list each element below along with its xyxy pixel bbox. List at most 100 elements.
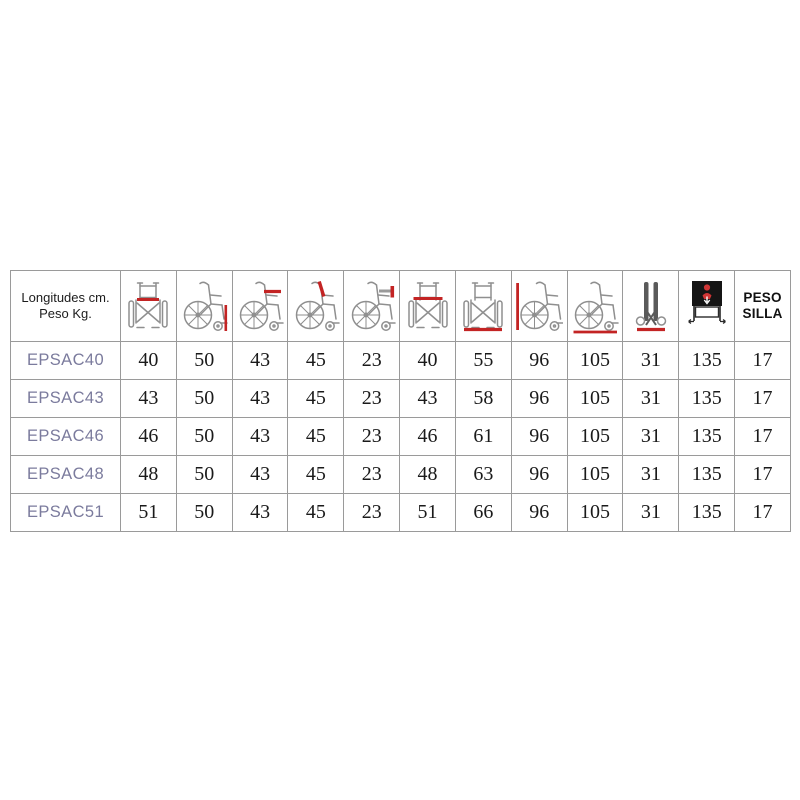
col-header-seat-height: [175, 270, 233, 342]
value-cell: 135: [678, 493, 736, 532]
table-row: EPSAC46 46 50 43 45 23 46 61 96 105 31 1…: [10, 417, 791, 456]
value-cell: 105: [566, 379, 624, 418]
col-header-armrest-length: [231, 270, 289, 342]
value-cell: 105: [566, 417, 624, 456]
value-cell: 17: [734, 455, 791, 494]
value-cell: 48: [399, 455, 456, 494]
value-cell: 40: [399, 341, 456, 380]
value-cell: 23: [343, 379, 401, 418]
value-cell: 23: [343, 341, 401, 380]
value-cell: 96: [510, 455, 568, 494]
front-total-width-icon: [463, 282, 504, 332]
col-header-max-user-weight: [678, 270, 736, 342]
value-cell: 31: [622, 379, 680, 418]
value-cell: 105: [566, 493, 624, 532]
value-cell: 43: [231, 341, 289, 380]
col-header-backrest: [287, 270, 345, 342]
value-cell: 43: [231, 417, 289, 456]
value-cell: 51: [120, 493, 177, 532]
value-cell: 23: [343, 417, 401, 456]
peso-silla-line1: PESO: [743, 289, 782, 305]
value-cell: 43: [399, 379, 456, 418]
value-cell: 50: [175, 417, 233, 456]
peso-silla-line2: SILLA: [742, 306, 783, 321]
col-header-armrest-height: [343, 270, 401, 342]
col-header-seat-width: [120, 270, 177, 342]
col-header-total-length: [566, 270, 624, 342]
value-cell: 31: [622, 417, 680, 456]
model-cell: EPSAC46: [10, 417, 121, 456]
col-header-total-height: [510, 270, 568, 342]
model-cell: EPSAC48: [10, 455, 121, 494]
value-cell: 17: [734, 379, 791, 418]
corner-line1: Longitudes cm.: [21, 289, 110, 305]
value-cell: 23: [343, 455, 401, 494]
value-cell: 45: [287, 493, 345, 532]
value-cell: 50: [175, 493, 233, 532]
value-cell: 51: [399, 493, 456, 532]
value-cell: 17: [734, 341, 791, 380]
side-armrest-height-icon: [351, 281, 396, 331]
value-cell: 17: [734, 493, 791, 532]
value-cell: 50: [175, 341, 233, 380]
value-cell: 43: [231, 379, 289, 418]
value-cell: 135: [678, 455, 736, 494]
value-cell: 105: [566, 455, 624, 494]
side-backrest-icon: [295, 281, 340, 331]
side-seat-height-icon: [183, 281, 228, 331]
value-cell: 31: [622, 493, 680, 532]
value-cell: 135: [678, 379, 736, 418]
value-cell: 43: [120, 379, 177, 418]
table-row: EPSAC48 48 50 43 45 23 48 63 96 105 31 1…: [10, 455, 791, 494]
value-cell: 45: [287, 341, 345, 380]
table-row: EPSAC43 43 50 43 45 23 43 58 96 105 31 1…: [10, 379, 791, 418]
side-total-height-icon: [516, 281, 564, 331]
front-seat-width-icon: [128, 282, 169, 329]
model-cell: EPSAC40: [10, 341, 121, 380]
max-user-weight-icon: [687, 281, 726, 324]
corner-line2: Peso Kg.: [39, 306, 92, 321]
value-cell: 61: [454, 417, 512, 456]
model-cell: EPSAC43: [10, 379, 121, 418]
value-cell: 135: [678, 341, 736, 380]
value-cell: 66: [454, 493, 512, 532]
value-cell: 43: [231, 455, 289, 494]
value-cell: 135: [678, 417, 736, 456]
value-cell: 31: [622, 455, 680, 494]
col-header-folded-width: [622, 270, 680, 342]
value-cell: 46: [120, 417, 177, 456]
value-cell: 45: [287, 417, 345, 456]
value-cell: 96: [510, 417, 568, 456]
value-cell: 31: [622, 341, 680, 380]
side-total-length-icon: [573, 281, 619, 334]
col-header-peso-silla: PESO SILLA: [734, 270, 791, 342]
value-cell: 58: [454, 379, 512, 418]
value-cell: 48: [120, 455, 177, 494]
col-header-total-width: [454, 270, 512, 342]
model-cell: EPSAC51: [10, 493, 121, 532]
table-row: EPSAC40 40 50 43 45 23 40 55 96 105 31 1…: [10, 341, 791, 380]
value-cell: 40: [120, 341, 177, 380]
side-armrest-length-icon: [239, 281, 284, 331]
value-cell: 50: [175, 379, 233, 418]
value-cell: 43: [231, 493, 289, 532]
value-cell: 45: [287, 455, 345, 494]
value-cell: 23: [343, 493, 401, 532]
folded-width-icon: [635, 281, 667, 332]
corner-header: Longitudes cm. Peso Kg.: [10, 270, 121, 342]
value-cell: 63: [454, 455, 512, 494]
spec-table: Longitudes cm. Peso Kg.: [10, 270, 791, 532]
value-cell: 55: [454, 341, 512, 380]
value-cell: 96: [510, 341, 568, 380]
table-row: EPSAC51 51 50 43 45 23 51 66 96 105 31 1…: [10, 493, 791, 532]
col-header-upper-width: [399, 270, 456, 342]
value-cell: 105: [566, 341, 624, 380]
value-cell: 17: [734, 417, 791, 456]
value-cell: 96: [510, 379, 568, 418]
value-cell: 96: [510, 493, 568, 532]
value-cell: 50: [175, 455, 233, 494]
header-row: Longitudes cm. Peso Kg.: [10, 270, 791, 342]
front-upper-width-icon: [407, 282, 448, 329]
value-cell: 45: [287, 379, 345, 418]
